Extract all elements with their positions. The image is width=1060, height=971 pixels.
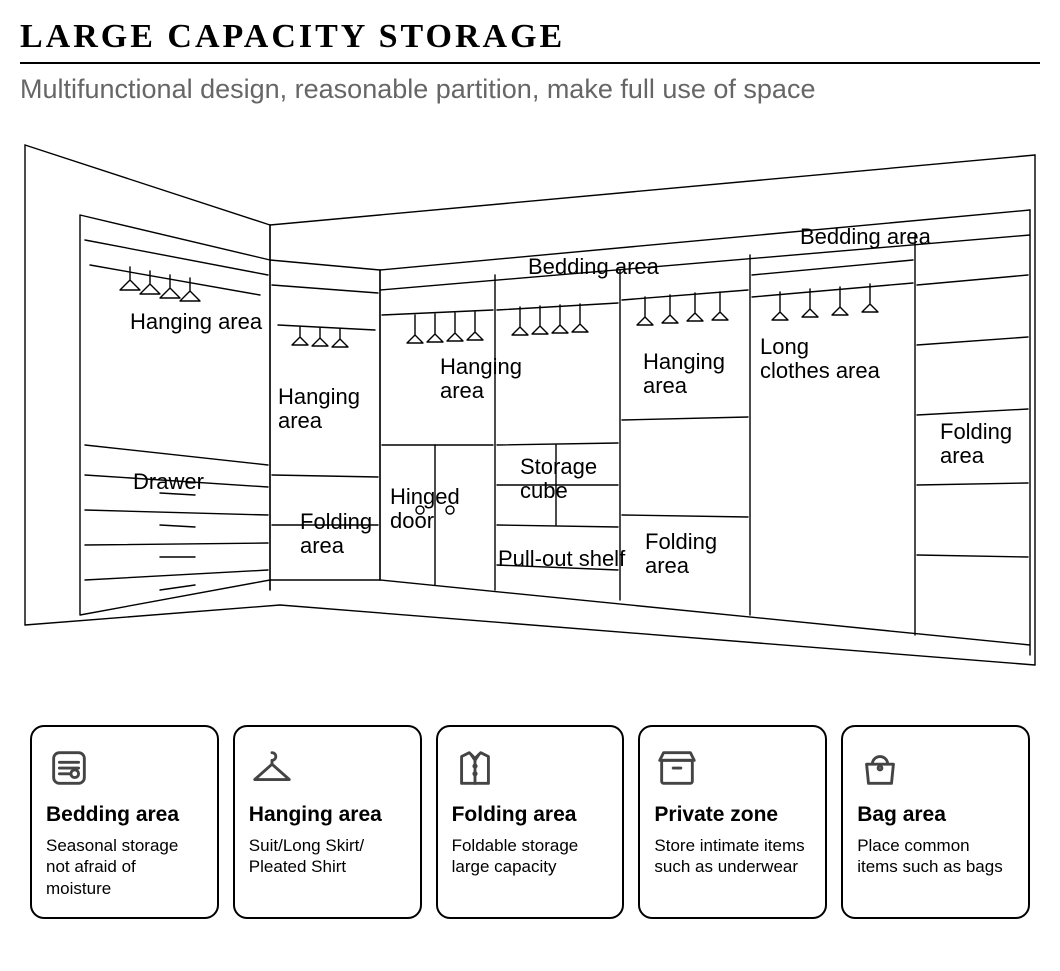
bedding-icon [46,741,203,795]
lbl-hanging-4: Hanging area [643,350,725,398]
lbl-long-clothes: Long clothes area [760,335,880,383]
lbl-hanging-1: Hanging area [130,310,262,334]
card-bag: Bag area Place common items such as bags [841,725,1030,919]
lbl-pullout: Pull-out shelf [498,547,625,571]
card-desc: Foldable storage large capacity [452,835,609,878]
card-desc: Suit/Long Skirt/ Pleated Shirt [249,835,406,878]
card-title: Bedding area [46,803,203,827]
card-title: Hanging area [249,803,406,827]
lbl-folding-1: Folding area [300,510,372,558]
page-title: LARGE CAPACITY STORAGE [20,18,1040,64]
lbl-hanging-2: Hanging area [278,385,360,433]
card-bedding: Bedding area Seasonal storage not afraid… [30,725,219,919]
box-icon [654,741,811,795]
bag-icon [857,741,1014,795]
lbl-folding-2: Folding area [645,530,717,578]
page-subtitle: Multifunctional design, reasonable parti… [20,74,1040,105]
card-desc: Seasonal storage not afraid of moisture [46,835,203,899]
hanger-icon [249,741,406,795]
card-hanging: Hanging area Suit/Long Skirt/ Pleated Sh… [233,725,422,919]
wardrobe-svg [20,125,1040,705]
shirt-icon [452,741,609,795]
lbl-bedding-1: Bedding area [528,255,659,279]
card-desc: Store intimate items such as underwear [654,835,811,878]
cards-row: Bedding area Seasonal storage not afraid… [20,725,1040,919]
lbl-hanging-3: Hanging area [440,355,522,403]
lbl-hinged-door: Hinged door [390,485,460,533]
card-private: Private zone Store intimate items such a… [638,725,827,919]
wardrobe-diagram: Hanging area Hanging area Bedding area H… [20,125,1040,705]
card-title: Folding area [452,803,609,827]
card-title: Private zone [654,803,811,827]
card-desc: Place common items such as bags [857,835,1014,878]
lbl-folding-3: Folding area [940,420,1012,468]
lbl-storage-cube: Storage cube [520,455,597,503]
card-title: Bag area [857,803,1014,827]
lbl-bedding-2: Bedding area [800,225,931,249]
lbl-drawer: Drawer [133,470,204,494]
card-folding: Folding area Foldable storage large capa… [436,725,625,919]
